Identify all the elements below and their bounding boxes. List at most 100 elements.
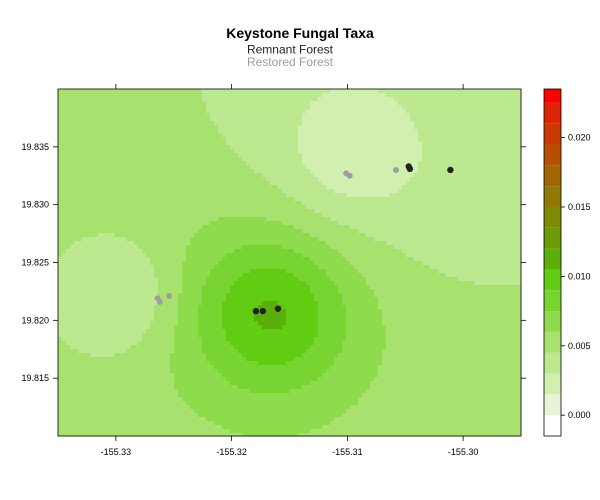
heatmap-cell <box>482 205 487 210</box>
heatmap-cell <box>370 125 375 130</box>
heatmap-cell <box>370 217 375 222</box>
heatmap-cell <box>318 129 323 134</box>
heatmap-cell <box>486 113 491 118</box>
heatmap-cell <box>370 105 375 110</box>
heatmap-cell <box>182 129 187 134</box>
heatmap-cell <box>458 253 463 258</box>
heatmap-cell <box>186 201 191 206</box>
heatmap-cell <box>242 93 247 98</box>
heatmap-cell <box>114 89 119 94</box>
heatmap-cell <box>354 205 359 210</box>
heatmap-cell <box>402 121 407 126</box>
heatmap-cell <box>214 145 219 150</box>
heatmap-cell <box>490 177 495 182</box>
heatmap-cell <box>330 221 335 226</box>
heatmap-cell <box>126 189 131 194</box>
heatmap-cell <box>486 141 491 146</box>
heatmap-cell <box>114 209 119 214</box>
heatmap-cell <box>398 153 403 158</box>
heatmap-cell <box>462 101 467 106</box>
heatmap-cell <box>202 253 207 258</box>
heatmap-cell <box>378 169 383 174</box>
heatmap-cell <box>214 221 219 226</box>
heatmap-cell <box>166 133 171 138</box>
heatmap-cell <box>166 205 171 210</box>
heatmap-cell <box>470 165 475 170</box>
heatmap-cell <box>278 201 283 206</box>
heatmap-cell <box>170 169 175 174</box>
heatmap-cell <box>354 197 359 202</box>
heatmap-cell <box>142 157 147 162</box>
heatmap-cell <box>158 145 163 150</box>
heatmap-cell <box>86 189 91 194</box>
heatmap-cell <box>122 105 127 110</box>
heatmap-cell <box>214 249 219 254</box>
heatmap-cell <box>454 253 459 258</box>
heatmap-cell <box>366 229 371 234</box>
heatmap-cell <box>370 153 375 158</box>
heatmap-cell <box>382 129 387 134</box>
heatmap-cell <box>458 161 463 166</box>
heatmap-cell <box>174 181 179 186</box>
heatmap-cell <box>378 241 383 246</box>
heatmap-cell <box>378 225 383 230</box>
heatmap-cell <box>154 105 159 110</box>
heatmap-cell <box>286 157 291 162</box>
heatmap-cell <box>430 233 435 238</box>
heatmap-cell <box>238 237 243 242</box>
heatmap-cell <box>390 141 395 146</box>
heatmap-cell <box>210 185 215 190</box>
heatmap-cell <box>502 185 507 190</box>
heatmap-cell <box>118 113 123 118</box>
heatmap-cell <box>450 113 455 118</box>
heatmap-cell <box>342 153 347 158</box>
heatmap-cell <box>258 205 263 210</box>
heatmap-cell <box>234 109 239 114</box>
heatmap-cell <box>474 249 479 254</box>
heatmap-cell <box>74 245 79 250</box>
heatmap-cell <box>410 105 415 110</box>
heatmap-cell <box>102 145 107 150</box>
heatmap-cell <box>78 165 83 170</box>
heatmap-cell <box>174 217 179 222</box>
heatmap-cell <box>182 189 187 194</box>
heatmap-cell <box>134 113 139 118</box>
heatmap-cell <box>130 225 135 230</box>
heatmap-cell <box>418 105 423 110</box>
heatmap-cell <box>358 161 363 166</box>
heatmap-cell <box>210 253 215 258</box>
heatmap-cell <box>246 165 251 170</box>
heatmap-cell <box>134 177 139 182</box>
heatmap-cell <box>406 157 411 162</box>
heatmap-cell <box>446 113 451 118</box>
heatmap-cell <box>110 113 115 118</box>
heatmap-cell <box>282 149 287 154</box>
heatmap-cell <box>258 97 263 102</box>
heatmap-cell <box>350 141 355 146</box>
heatmap-cell <box>186 133 191 138</box>
heatmap-cell <box>158 173 163 178</box>
heatmap-cell <box>174 117 179 122</box>
heatmap-cell <box>282 237 287 242</box>
heatmap-cell <box>470 249 475 254</box>
heatmap-cell <box>494 201 499 206</box>
heatmap-cell <box>158 217 163 222</box>
heatmap-cell <box>378 109 383 114</box>
heatmap-cell <box>238 125 243 130</box>
heatmap-cell <box>434 133 439 138</box>
heatmap-cell <box>502 201 507 206</box>
heatmap-cell <box>490 245 495 250</box>
heatmap-cell <box>66 97 71 102</box>
heatmap-cell <box>378 153 383 158</box>
heatmap-cell <box>450 241 455 246</box>
heatmap-cell <box>154 129 159 134</box>
heatmap-cell <box>186 141 191 146</box>
heatmap-cell <box>66 89 71 94</box>
heatmap-cell <box>142 165 147 170</box>
heatmap-cell <box>486 245 491 250</box>
heatmap-cell <box>282 165 287 170</box>
heatmap-cell <box>422 113 427 118</box>
heatmap-cell <box>250 193 255 198</box>
heatmap-cell <box>206 109 211 114</box>
heatmap-cell <box>366 209 371 214</box>
